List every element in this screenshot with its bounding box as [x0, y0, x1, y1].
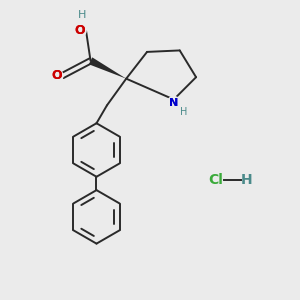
Polygon shape — [89, 57, 126, 79]
Circle shape — [167, 97, 180, 110]
Circle shape — [50, 69, 63, 82]
Text: H: H — [181, 107, 188, 117]
Text: O: O — [51, 69, 62, 82]
Text: Cl: Cl — [208, 173, 223, 187]
Text: H: H — [77, 10, 86, 20]
Text: N: N — [169, 98, 178, 108]
Circle shape — [73, 24, 86, 37]
Text: O: O — [74, 24, 85, 37]
Text: O: O — [74, 24, 85, 37]
Text: N: N — [169, 98, 178, 108]
Text: H: H — [241, 173, 252, 187]
Text: O: O — [51, 69, 62, 82]
